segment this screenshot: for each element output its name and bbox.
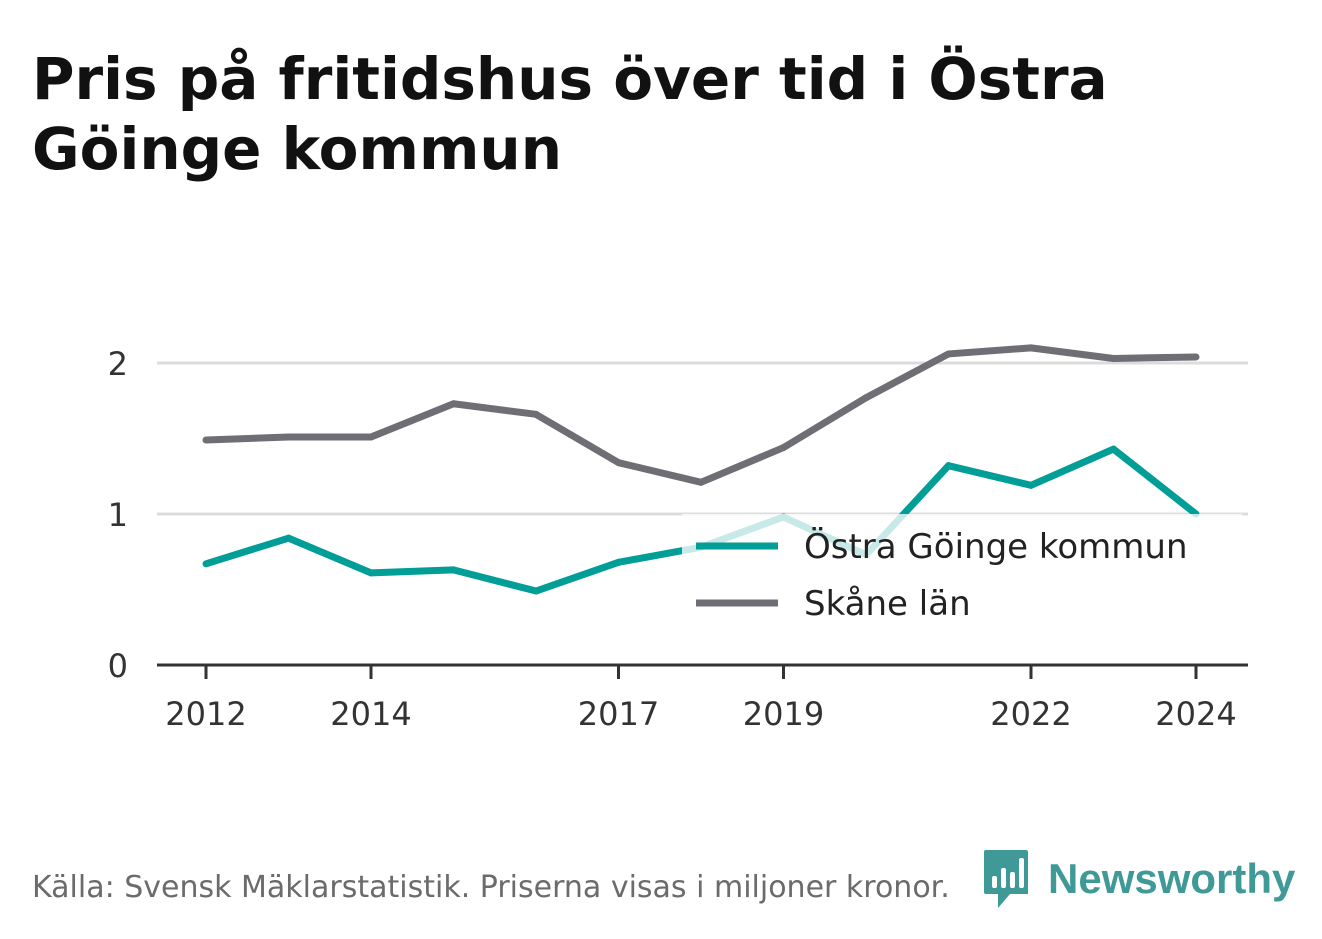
data-point <box>367 433 375 441</box>
x-tick-label: 2019 <box>743 695 824 733</box>
y-tick-label: 2 <box>108 345 128 383</box>
data-point <box>532 587 540 595</box>
data-point <box>780 444 787 452</box>
data-point <box>615 459 622 467</box>
data-point <box>285 534 292 542</box>
brand-name: Newsworthy <box>1048 855 1296 902</box>
x-tick-label: 2024 <box>1155 695 1236 733</box>
newsworthy-logo-icon <box>984 850 1028 908</box>
legend: Östra Göinge kommun Skåne län <box>682 514 1242 642</box>
data-point <box>532 410 540 418</box>
legend-label: Östra Göinge kommun <box>804 526 1188 567</box>
data-point <box>1027 344 1035 352</box>
data-point <box>202 436 210 444</box>
x-tick-label: 2012 <box>165 695 246 733</box>
y-tick-label: 0 <box>108 647 128 685</box>
x-axis-ticks: 2012 2014 2017 2019 2022 2024 <box>165 665 1237 733</box>
series-line-skane <box>205 344 1197 486</box>
data-point <box>945 462 952 470</box>
data-point <box>367 569 375 577</box>
x-tick-label: 2017 <box>578 695 659 733</box>
legend-label: Skåne län <box>804 584 971 624</box>
data-point <box>945 350 952 358</box>
y-axis-ticks: 0 1 2 <box>108 345 128 685</box>
chart-title: Pris på fritidshus över tid i Östra Göin… <box>32 45 1108 183</box>
data-point <box>450 400 457 408</box>
data-point <box>450 566 457 574</box>
data-point <box>615 558 622 566</box>
data-point <box>862 394 870 402</box>
data-point <box>1027 481 1035 489</box>
data-point <box>1192 353 1200 361</box>
data-point <box>202 560 210 568</box>
source-note: Källa: Svensk Mäklarstatistik. Priserna … <box>32 870 950 905</box>
data-point <box>285 433 292 441</box>
x-tick-label: 2014 <box>330 695 411 733</box>
y-tick-label: 1 <box>108 496 128 534</box>
x-tick-label: 2022 <box>990 695 1071 733</box>
data-point <box>697 478 705 486</box>
data-point <box>1110 354 1117 362</box>
data-point <box>1110 445 1117 453</box>
brand-logo[interactable]: Newsworthy <box>982 848 1295 910</box>
legend-background <box>682 514 1242 642</box>
